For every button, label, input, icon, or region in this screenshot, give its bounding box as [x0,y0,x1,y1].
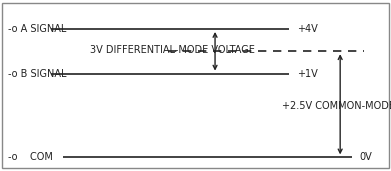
Text: 0V: 0V [360,152,373,162]
Text: +1V: +1V [297,69,318,78]
Text: +4V: +4V [297,24,318,34]
Text: -o    COM: -o COM [8,152,53,162]
Text: -o B SIGNAL: -o B SIGNAL [8,69,66,78]
Text: -o A SIGNAL: -o A SIGNAL [8,24,66,34]
Text: 3V DIFFERENTIAL-MODE VOLTAGE: 3V DIFFERENTIAL-MODE VOLTAGE [90,45,255,55]
Text: +2.5V COMMON-MODE VOLTAGE: +2.5V COMMON-MODE VOLTAGE [282,101,391,111]
FancyBboxPatch shape [2,3,389,168]
